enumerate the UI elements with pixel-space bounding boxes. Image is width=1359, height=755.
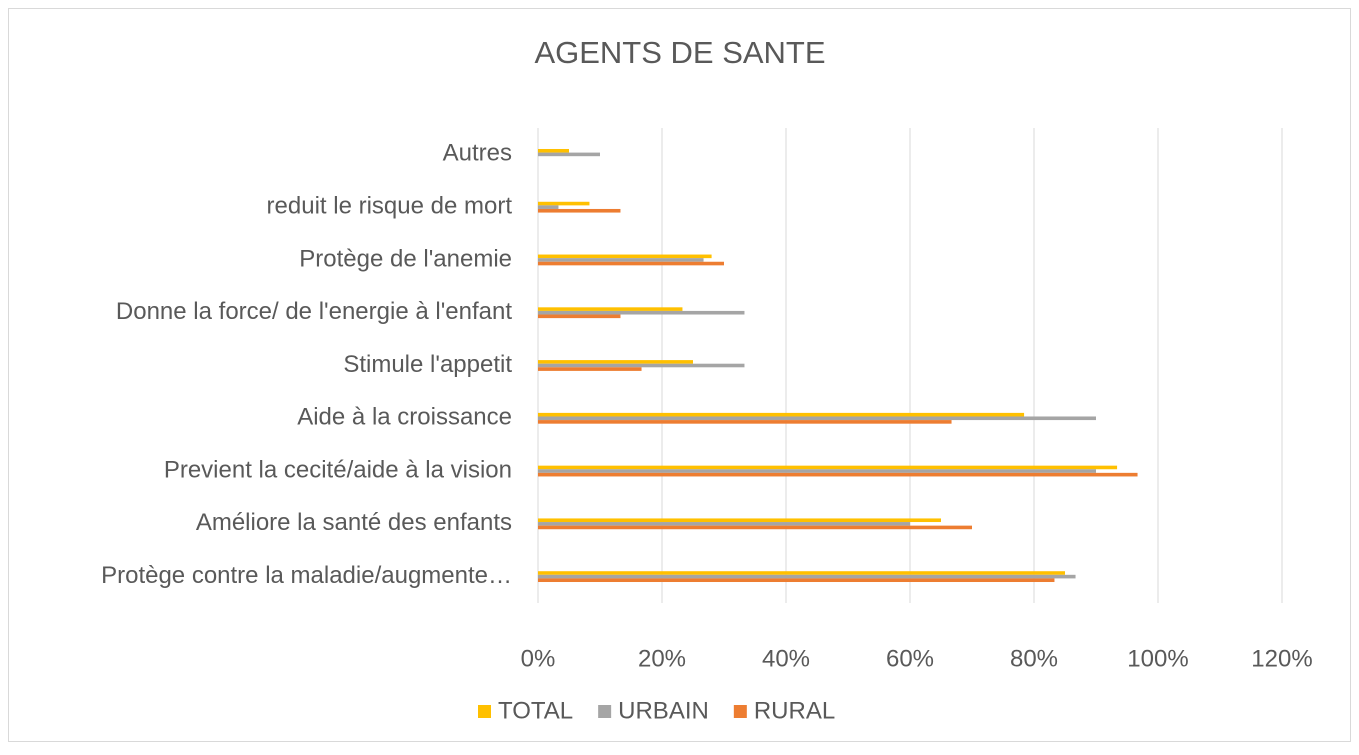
bar <box>538 314 621 319</box>
bar <box>538 525 972 530</box>
bar <box>538 310 745 315</box>
bar <box>538 571 1065 575</box>
bar <box>538 367 642 371</box>
legend-swatch <box>733 705 747 718</box>
x-tick-label: 20% <box>638 645 686 672</box>
bar <box>538 518 941 523</box>
bar <box>538 258 704 262</box>
bar <box>538 261 724 266</box>
y-tick-label: Previent la cecité/aide à la vision <box>164 456 512 483</box>
x-tick-label: 60% <box>886 645 934 672</box>
x-tick-label: 120% <box>1251 645 1312 672</box>
bar <box>538 522 910 526</box>
bar <box>538 152 600 157</box>
bar <box>538 307 683 311</box>
chart-title: AGENTS DE SANTE <box>534 35 825 70</box>
x-tick-label: 0% <box>521 645 556 672</box>
x-tick-label: 40% <box>762 645 810 672</box>
bar <box>538 465 1118 470</box>
legend-swatch <box>598 705 612 718</box>
bar <box>538 578 1055 583</box>
legend-label: URBAIN <box>618 697 709 724</box>
bar <box>538 412 1025 417</box>
bar <box>538 469 1096 473</box>
y-tick-label: Donne la force/ de l'energie à l'enfant <box>116 298 512 325</box>
y-tick-label: Protège de l'anemie <box>299 245 512 272</box>
bar <box>538 208 621 213</box>
bar <box>538 420 952 424</box>
bar <box>538 360 693 364</box>
bar <box>538 363 745 368</box>
bar <box>538 205 559 209</box>
bar <box>538 254 712 259</box>
x-tick-label: 80% <box>1010 645 1058 672</box>
chart-frame <box>8 8 1351 742</box>
y-tick-label: reduit le risque de mort <box>267 193 513 220</box>
y-tick-label: Améliore la santé des enfants <box>196 509 512 536</box>
bar <box>538 574 1076 579</box>
y-tick-label: Aide à la croissance <box>297 404 512 431</box>
legend-label: RURAL <box>754 697 835 724</box>
y-tick-label: Stimule l'appetit <box>343 351 512 378</box>
legend-swatch <box>478 705 491 718</box>
x-tick-label: 100% <box>1127 645 1188 672</box>
bar <box>538 201 590 206</box>
bar <box>538 416 1096 421</box>
bar <box>538 148 569 153</box>
legend-label: TOTAL <box>498 697 573 724</box>
bar <box>538 472 1138 477</box>
y-tick-label: Protège contre la maladie/augmente… <box>101 562 512 589</box>
y-tick-label: Autres <box>443 140 512 167</box>
